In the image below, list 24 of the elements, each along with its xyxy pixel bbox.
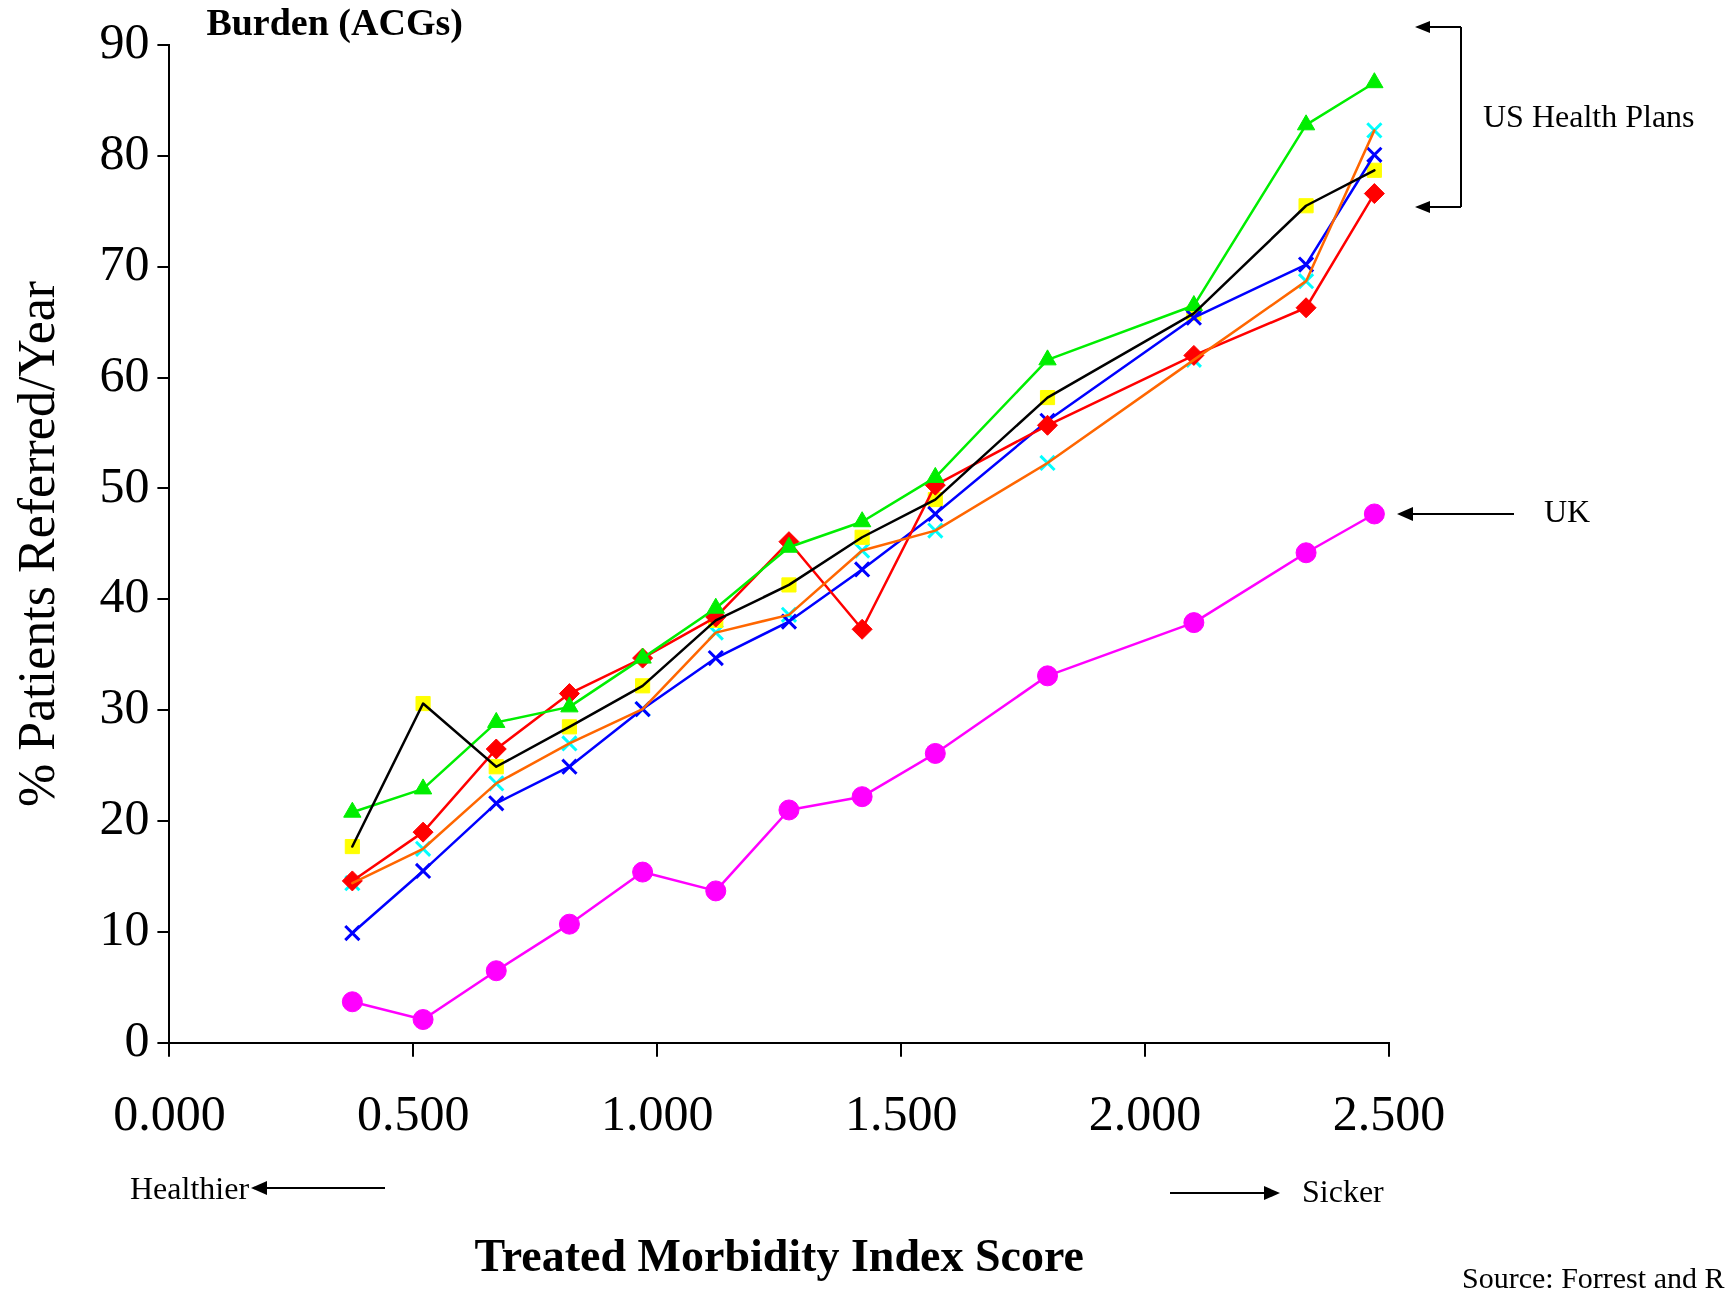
y-tick-label: 30 — [99, 678, 150, 735]
y-tick-label: 80 — [99, 123, 150, 180]
text: US Health Plans — [1483, 98, 1695, 134]
x-tick-label: 0.500 — [357, 1084, 470, 1141]
y-tick-label: 40 — [99, 567, 150, 624]
y-tick-label: 20 — [99, 789, 150, 846]
y-tick-label: 50 — [99, 456, 150, 513]
y-tick-label: 60 — [99, 345, 150, 402]
x-tick-label: 2.000 — [1088, 1084, 1202, 1141]
y-tick-label: 0 — [124, 1010, 150, 1067]
x-tick-label: 2.500 — [1332, 1084, 1446, 1141]
y-tick-label: 70 — [99, 234, 150, 291]
text: UK — [1544, 492, 1591, 529]
x-axis-title: Treated Morbidity Index Score — [474, 1230, 1084, 1282]
text: Healthier — [130, 1169, 250, 1206]
y-tick-label: 90 — [99, 13, 150, 70]
y-axis-title: % Patients Referred/Year — [7, 280, 65, 807]
source-note: Source: Forrest and R — [1462, 1261, 1725, 1294]
chart-title: Burden (ACGs) — [206, 1, 463, 43]
x-tick-label: 1.500 — [844, 1084, 958, 1141]
x-tick-label: 0.000 — [113, 1084, 226, 1141]
text: Sicker — [1302, 1172, 1384, 1209]
x-tick-label: 1.000 — [600, 1084, 714, 1141]
y-tick-label: 10 — [99, 900, 150, 957]
